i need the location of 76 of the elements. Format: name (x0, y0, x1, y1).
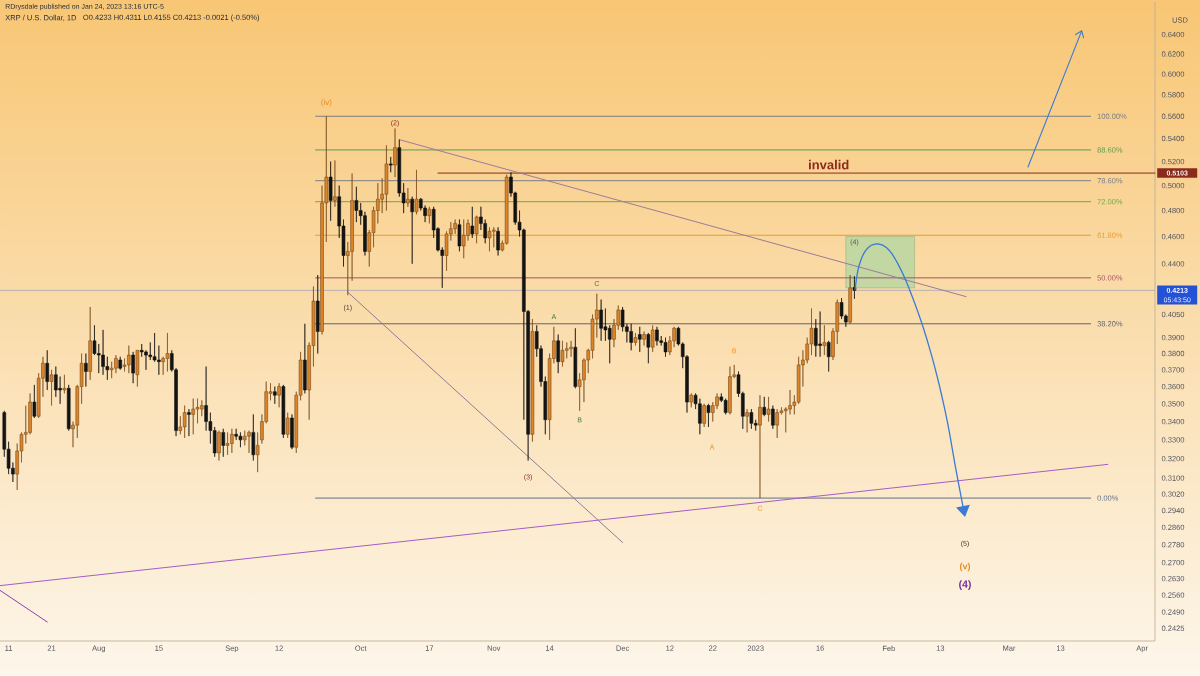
candlestick (101, 329, 105, 376)
candlestick (470, 206, 475, 239)
candlestick (273, 386, 277, 405)
annotation: (4) (959, 580, 971, 590)
candlestick (88, 306, 92, 381)
candlestick (633, 332, 638, 346)
candlestick (285, 412, 290, 439)
candlestick (66, 384, 71, 431)
candlestick (638, 326, 642, 353)
candlestick (217, 430, 221, 461)
candlestick (131, 351, 135, 384)
candlestick (474, 215, 479, 244)
candlestick (818, 311, 822, 358)
candlestick (766, 396, 771, 422)
candlestick (745, 408, 749, 433)
candlestick (706, 403, 711, 428)
candlestick (487, 227, 492, 252)
candlestick (530, 318, 535, 442)
candlestick (663, 337, 668, 358)
candlestick (290, 414, 294, 450)
candlestick (406, 187, 410, 208)
candlestick (758, 394, 762, 499)
candlestick (315, 274, 320, 354)
candlestick (247, 430, 251, 454)
candlestick (354, 186, 359, 223)
candlestick (762, 396, 767, 417)
candlestick (221, 428, 226, 458)
candlestick (388, 156, 393, 173)
candlestick (848, 274, 852, 325)
candlestick (457, 219, 462, 252)
candlestick (333, 160, 337, 208)
candlestick (655, 326, 659, 346)
candlestick (135, 350, 140, 387)
candlestick (328, 161, 333, 222)
candlestick (702, 403, 706, 428)
candlestick (238, 432, 243, 448)
candlestick (277, 382, 281, 408)
candlestick (45, 350, 49, 391)
annotation: invalid (809, 159, 849, 170)
candlestick (32, 384, 37, 419)
candlestick (410, 196, 414, 265)
candlestick (560, 340, 565, 367)
candlestick (384, 145, 389, 211)
candlestick (281, 384, 286, 439)
candlestick (393, 128, 397, 178)
candlestick (822, 324, 827, 356)
candlestick (642, 331, 646, 346)
candlestick (556, 334, 560, 374)
candlestick (646, 332, 651, 364)
candlestick (689, 393, 694, 408)
candlestick (427, 206, 432, 224)
candlestick (461, 219, 466, 259)
candlestick (62, 374, 67, 394)
candlestick (826, 340, 831, 372)
candlestick (573, 328, 578, 389)
candlestick (496, 227, 500, 256)
candlestick (771, 405, 775, 430)
candlestick (414, 169, 419, 215)
annotation: (iv) (321, 99, 332, 107)
candlestick (187, 408, 191, 437)
candlestick (114, 354, 118, 374)
candlestick (118, 356, 122, 371)
candlestick (49, 369, 54, 406)
candlestick (255, 432, 260, 473)
candlestick (251, 414, 256, 461)
candlestick (629, 323, 633, 351)
candlestick (749, 408, 754, 430)
candlestick (650, 324, 655, 353)
candlestick (569, 340, 573, 358)
candlestick (165, 332, 170, 372)
candlestick (303, 323, 307, 394)
candlestick (182, 405, 187, 439)
annotation: (v) (959, 562, 971, 572)
candlestick (728, 366, 732, 415)
candlestick (84, 353, 88, 387)
candlestick (225, 432, 230, 456)
